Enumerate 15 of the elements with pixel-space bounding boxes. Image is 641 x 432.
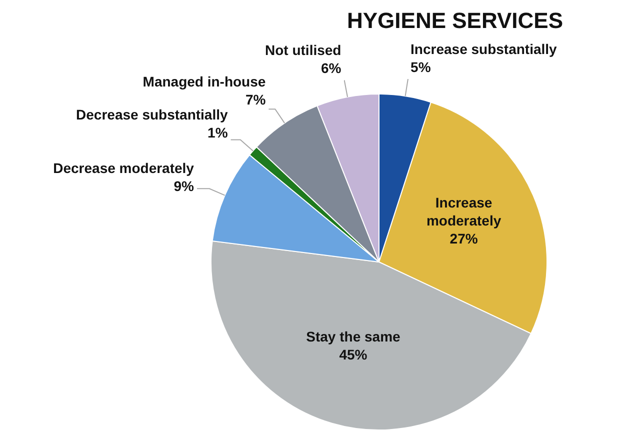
data-label: 27% xyxy=(450,230,478,246)
slice-label: Decrease moderately xyxy=(53,160,194,176)
slice-label: Increase moderately xyxy=(426,194,502,228)
slice-label: Increase substantially xyxy=(410,40,558,57)
data-label: 9% xyxy=(174,178,195,194)
slice-label: Not utilised xyxy=(264,42,342,58)
slice-label: Managed in-house xyxy=(142,73,266,90)
slice-label: Stay the same xyxy=(306,328,401,345)
data-label: 5% xyxy=(410,58,432,75)
slice-label: Decrease substantially xyxy=(76,106,228,123)
data-label: 45% xyxy=(339,346,368,363)
data-label: 6% xyxy=(320,60,342,76)
data-label: 1% xyxy=(208,124,228,141)
data-label: 7% xyxy=(245,91,266,108)
chart-title: HYGIENE SERVICES xyxy=(347,8,563,33)
